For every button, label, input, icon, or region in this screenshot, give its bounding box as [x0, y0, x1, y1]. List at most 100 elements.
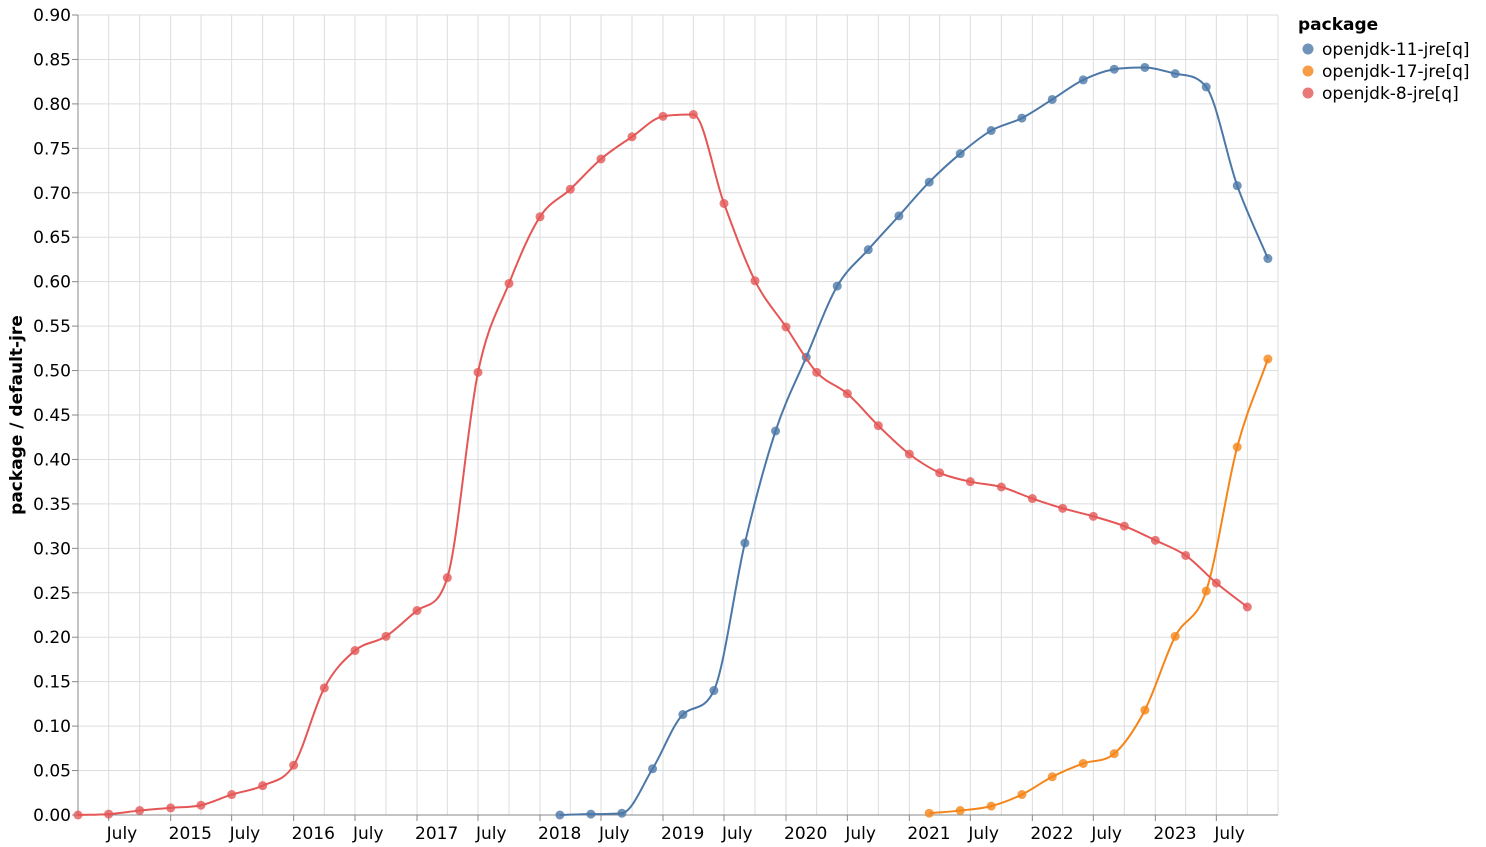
x-tick-label: July: [1090, 824, 1122, 844]
data-point[interactable]: [1088, 511, 1098, 521]
legend-item[interactable]: openjdk-11-jre[q]: [1302, 40, 1470, 60]
legend-symbol: [1302, 43, 1314, 55]
data-point[interactable]: [442, 573, 452, 583]
data-point[interactable]: [1058, 503, 1068, 513]
data-point[interactable]: [904, 449, 914, 459]
data-point[interactable]: [955, 806, 965, 816]
data-point[interactable]: [955, 149, 965, 159]
data-point[interactable]: [1263, 254, 1273, 264]
data-point[interactable]: [627, 132, 637, 142]
data-point[interactable]: [1017, 113, 1027, 123]
data-point[interactable]: [319, 683, 329, 693]
data-point[interactable]: [350, 646, 360, 656]
data-point[interactable]: [1047, 94, 1057, 104]
y-tick-label: 0.65: [33, 228, 71, 248]
data-point[interactable]: [504, 278, 514, 288]
data-point[interactable]: [719, 198, 729, 208]
data-point[interactable]: [1242, 602, 1252, 612]
data-point[interactable]: [1201, 82, 1211, 92]
data-point[interactable]: [1150, 535, 1160, 545]
data-point[interactable]: [863, 245, 873, 255]
data-point[interactable]: [935, 468, 945, 478]
data-point[interactable]: [1109, 64, 1119, 74]
grid: [77, 14, 1279, 816]
data-point[interactable]: [1170, 631, 1180, 641]
data-point[interactable]: [781, 322, 791, 332]
data-point[interactable]: [750, 276, 760, 286]
x-tick-label: 2018: [538, 824, 581, 844]
x-tick-label: July: [598, 824, 630, 844]
data-point[interactable]: [596, 154, 606, 164]
data-point[interactable]: [740, 538, 750, 548]
data-point[interactable]: [658, 111, 668, 121]
data-point[interactable]: [1211, 578, 1221, 588]
data-point[interactable]: [1017, 790, 1027, 800]
data-point[interactable]: [1170, 69, 1180, 79]
series-layer: [73, 62, 1273, 820]
x-tick-label: July: [844, 824, 876, 844]
data-point[interactable]: [648, 764, 658, 774]
data-point[interactable]: [617, 808, 627, 818]
legend-item[interactable]: openjdk-8-jre[q]: [1302, 84, 1459, 104]
data-point[interactable]: [1078, 758, 1088, 768]
x-tick-label: 2020: [784, 824, 827, 844]
data-point[interactable]: [381, 631, 391, 641]
data-point[interactable]: [473, 367, 483, 377]
data-point[interactable]: [709, 686, 719, 696]
data-point[interactable]: [1109, 749, 1119, 759]
data-point[interactable]: [135, 806, 145, 816]
data-point[interactable]: [1140, 705, 1150, 715]
data-point[interactable]: [965, 477, 975, 487]
data-point[interactable]: [1027, 494, 1037, 504]
data-point[interactable]: [688, 110, 698, 120]
data-point[interactable]: [227, 790, 237, 800]
data-point[interactable]: [812, 367, 822, 377]
data-point[interactable]: [986, 126, 996, 136]
legend[interactable]: package openjdk-11-jre[q]openjdk-17-jre[…: [1298, 15, 1470, 104]
data-point[interactable]: [986, 801, 996, 811]
data-point[interactable]: [1119, 521, 1129, 531]
data-point[interactable]: [873, 421, 883, 431]
x-tick-label: 2016: [292, 824, 335, 844]
data-point[interactable]: [996, 482, 1006, 492]
series-openjdk-17-jre[q]: [924, 354, 1273, 818]
x-tick-label: 2019: [661, 824, 704, 844]
series-line: [559, 66, 1269, 816]
y-tick-label: 0.35: [33, 495, 71, 515]
data-point[interactable]: [1047, 772, 1057, 782]
y-tick-label: 0.20: [33, 628, 71, 648]
y-tick-label: 0.75: [33, 139, 71, 159]
data-point[interactable]: [1232, 442, 1242, 452]
data-point[interactable]: [1201, 586, 1211, 596]
legend-item[interactable]: openjdk-17-jre[q]: [1302, 62, 1470, 82]
y-tick-label: 0.60: [33, 273, 71, 293]
data-point[interactable]: [924, 808, 934, 818]
x-tick-label: 2021: [907, 824, 950, 844]
data-point[interactable]: [555, 810, 565, 820]
data-point[interactable]: [1078, 75, 1088, 85]
x-tick-label: 2015: [169, 824, 212, 844]
x-tick-label: July: [967, 824, 999, 844]
data-point[interactable]: [565, 184, 575, 194]
data-point[interactable]: [894, 211, 904, 221]
data-point[interactable]: [196, 800, 206, 810]
data-point[interactable]: [842, 389, 852, 399]
data-point[interactable]: [412, 606, 422, 616]
data-point[interactable]: [73, 810, 83, 820]
data-point[interactable]: [535, 212, 545, 222]
y-tick-label: 0.70: [33, 184, 71, 204]
y-axis-title: package / default-jre: [7, 315, 27, 515]
data-point[interactable]: [771, 426, 781, 436]
data-point[interactable]: [924, 177, 934, 187]
data-point[interactable]: [586, 809, 596, 819]
data-point[interactable]: [289, 760, 299, 770]
data-point[interactable]: [1181, 550, 1191, 560]
data-point[interactable]: [166, 803, 176, 813]
data-point[interactable]: [678, 710, 688, 720]
data-point[interactable]: [1140, 62, 1150, 72]
data-point[interactable]: [104, 809, 114, 819]
data-point[interactable]: [258, 781, 268, 791]
data-point[interactable]: [832, 281, 842, 291]
data-point[interactable]: [1232, 181, 1242, 191]
data-point[interactable]: [1263, 354, 1273, 364]
